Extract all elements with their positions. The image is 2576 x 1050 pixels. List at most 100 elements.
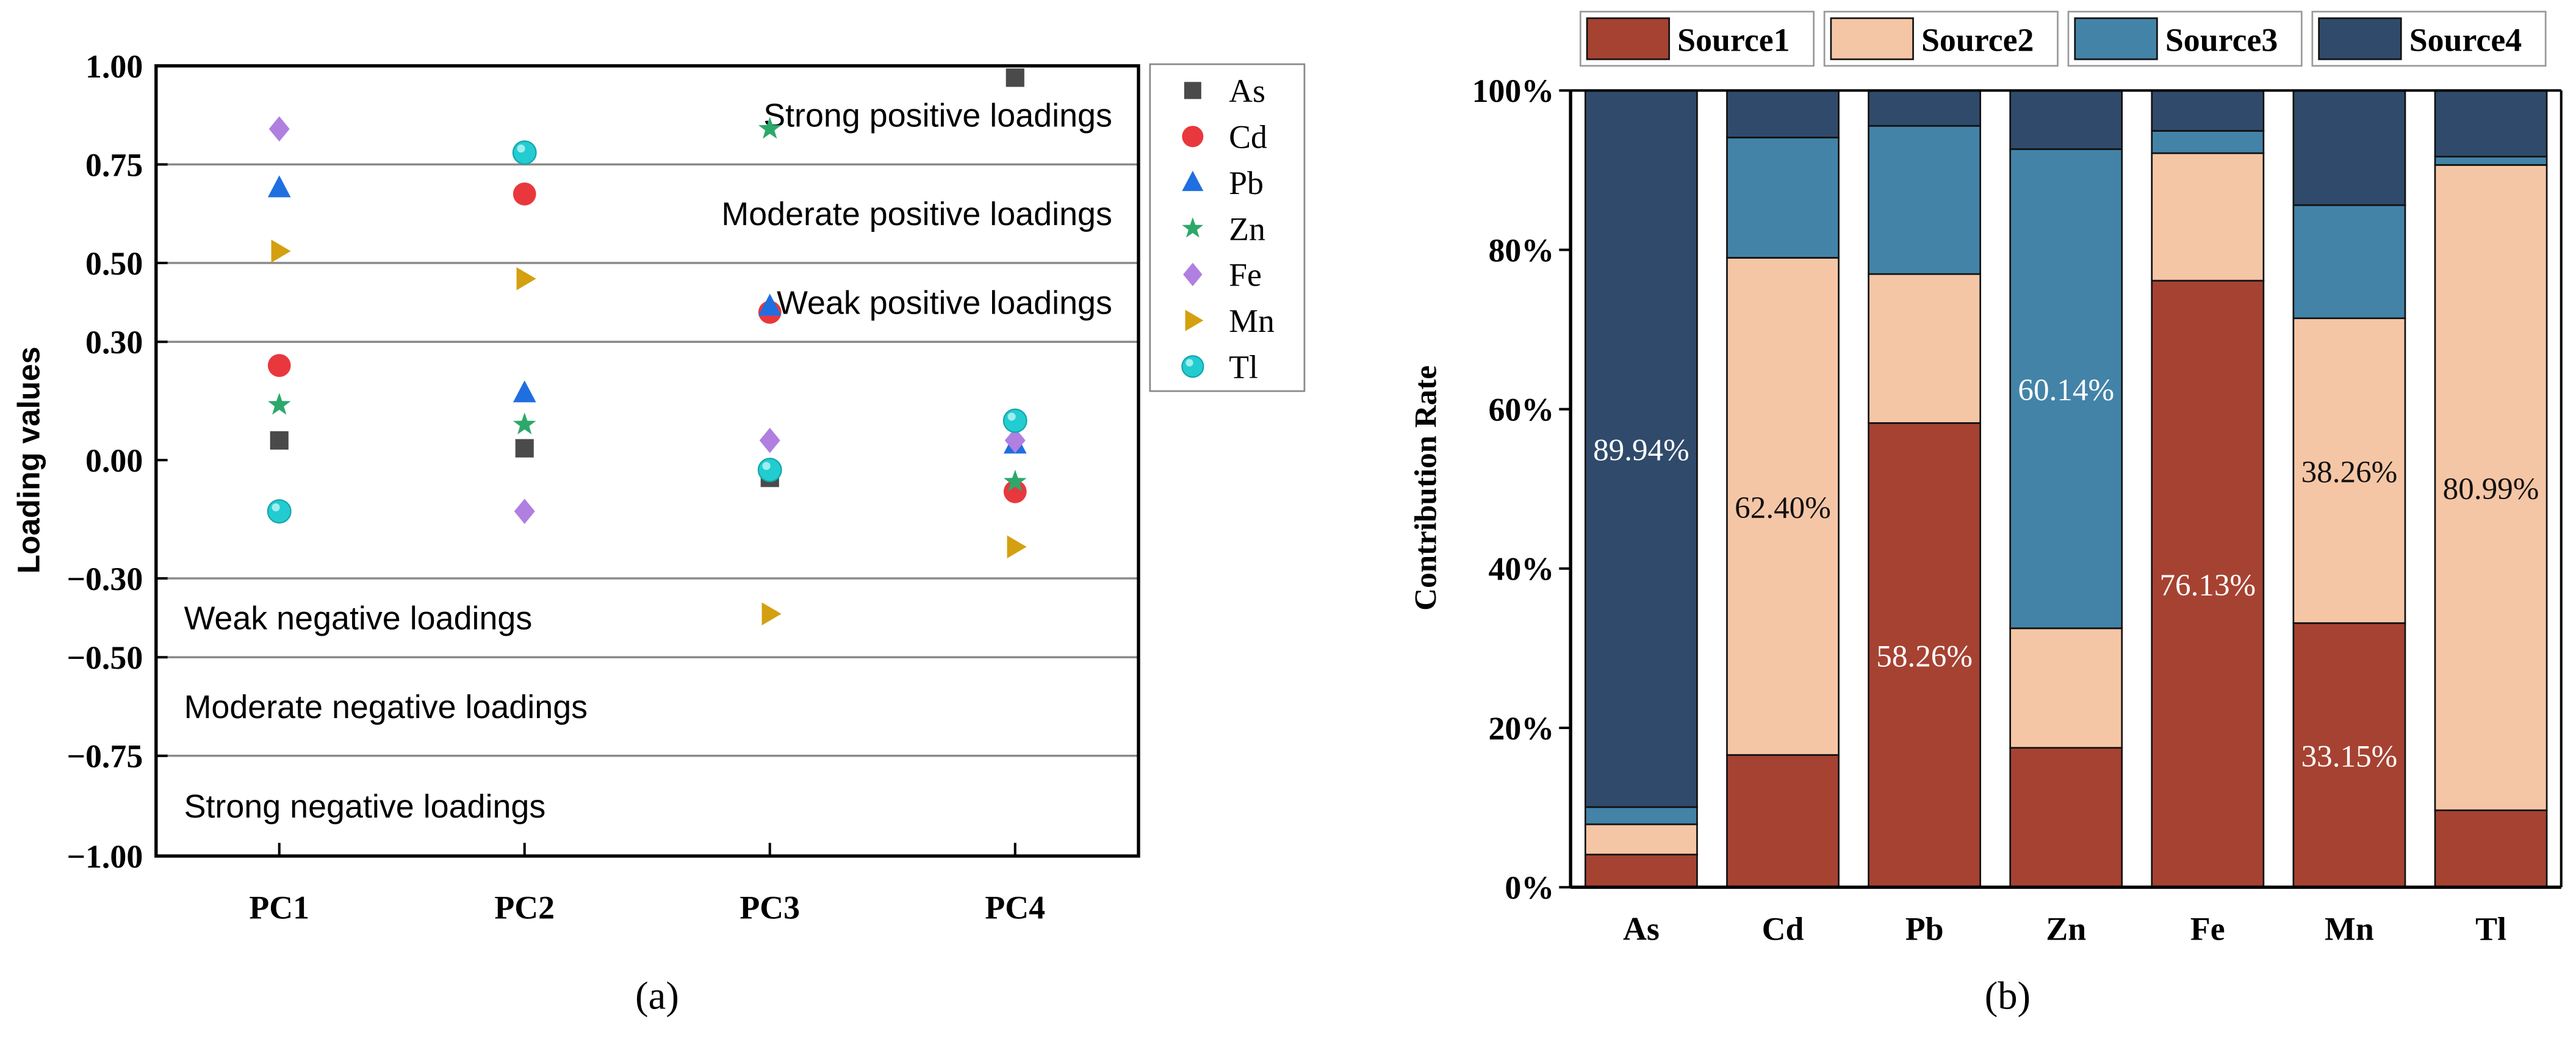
x-tick-label: Tl [2475, 910, 2506, 947]
x-tick-label: Zn [2046, 910, 2086, 947]
bar-segment-zn-source3 [2009, 148, 2123, 630]
legend-swatch-source1 [1586, 17, 1671, 60]
bar-segment-mn-source4 [2292, 89, 2406, 206]
bar-segment-zn-source2 [2009, 627, 2123, 749]
data-point-tl [267, 499, 292, 524]
panel-a-loadings-chart: Loading values (a) 1.00 0.75 0.50 0.30 0.00 −… [12, 48, 1306, 1018]
legend-marker-tl-highlight [1185, 359, 1193, 367]
data-label: 60.14% [2018, 373, 2114, 408]
data-point-fe [514, 498, 535, 524]
bar-segment-as-source1 [1585, 854, 1698, 888]
data-point-zn [1003, 469, 1027, 492]
legend-label: Cd [1229, 119, 1267, 156]
bar-segment-cd-source3 [1726, 137, 1840, 259]
data-point-pb [267, 175, 291, 198]
data-label: 76.13% [2159, 568, 2256, 603]
data-point-cd [267, 354, 291, 377]
y-tick-label: 0.75 [85, 146, 143, 183]
legend-label: As [1229, 73, 1265, 109]
x-tick-label: Mn [2325, 910, 2374, 947]
data-point-tl-highlight [517, 144, 525, 153]
y-tick-label: −0.30 [67, 561, 143, 597]
y-tick-label: 1.00 [85, 48, 143, 85]
bar-segment-pb-source4 [1868, 89, 1982, 127]
x-tick-label: As [1623, 910, 1660, 947]
bar-segment-fe-source3 [2151, 130, 2265, 154]
data-point-tl [757, 458, 782, 483]
y-tick-label: 0.30 [85, 324, 143, 361]
data-label: 89.94% [1593, 433, 1689, 467]
data-point-as [270, 431, 289, 450]
data-point-mn [761, 602, 782, 626]
legend-label: Source1 [1677, 22, 1790, 59]
band-label: Moderate positive loadings [721, 196, 1112, 232]
legend-marker-as [1184, 82, 1201, 99]
legend-label: Source2 [1921, 22, 2034, 59]
bar-segment-as-source2 [1585, 823, 1698, 856]
bar-segment-as-source4 [1585, 89, 1698, 808]
y-tick-label: 80% [1489, 232, 1555, 268]
data-point-zn [758, 117, 782, 139]
data-point-as [515, 439, 534, 458]
y-tick-label: 40% [1489, 551, 1555, 588]
y-tick-label: −0.50 [67, 639, 143, 676]
x-tick-label: PC4 [985, 889, 1045, 926]
band-label: Strong positive loadings [763, 98, 1112, 134]
data-point-as [1006, 68, 1024, 87]
data-point-cd [1003, 480, 1027, 503]
data-point-fe [268, 116, 290, 142]
panel-b-ylabel: Contribution Rate [1408, 365, 1443, 611]
panel-b-legend: Source1 Source2 Source3 Source4 [1579, 10, 2547, 67]
legend-label: Source4 [2409, 22, 2522, 59]
legend-label: Fe [1229, 257, 1262, 293]
data-point-pb [758, 293, 782, 316]
legend-swatch-source2 [1830, 17, 1914, 60]
legend-marker-mn [1185, 309, 1204, 331]
x-tick-label: PC3 [739, 889, 800, 926]
bar-segment-as-source3 [1585, 806, 1698, 825]
data-label: 38.26% [2301, 455, 2398, 489]
legend-label: Tl [1229, 349, 1258, 386]
bar-segment-mn-source3 [2292, 204, 2406, 320]
bar-segment-cd-source1 [1726, 754, 1840, 888]
x-tick-label: PC1 [249, 889, 309, 926]
legend-marker-cd [1182, 126, 1204, 148]
legend-box [1149, 63, 1306, 392]
data-point-mn [516, 267, 536, 290]
legend-label: Zn [1229, 210, 1265, 247]
legend-swatch-source3 [2074, 17, 2158, 60]
bar-segment-cd-source4 [1726, 89, 1840, 138]
panel-a-caption: (a) [635, 973, 679, 1018]
data-point-fe [1004, 428, 1026, 453]
plot-frame [154, 64, 1140, 858]
bar-segment-pb-source1 [1868, 422, 1982, 888]
legend-label: Pb [1229, 165, 1264, 201]
y-tick-label: 60% [1489, 392, 1555, 428]
data-point-mn [271, 239, 291, 263]
data-point-tl [512, 140, 537, 165]
panel-b-contribution-chart: Contribution Rate (b) As Cd Pb Zn Fe Mn Tl 89.9… [1408, 10, 2563, 1018]
data-label: 80.99% [2443, 472, 2539, 506]
band-label: Moderate negative loadings [184, 689, 588, 725]
x-tick-label: PC2 [494, 889, 555, 926]
data-point-tl [1002, 408, 1027, 433]
legend-swatch-source4 [2318, 17, 2402, 60]
data-point-pb [513, 380, 536, 403]
panel-a-legend: As Cd Pb Zn Fe Mn Tl [1149, 63, 1306, 392]
legend-marker-fe [1183, 262, 1203, 287]
legend-label: Mn [1229, 303, 1275, 339]
y-tick-label: 0.00 [85, 442, 143, 479]
bar-segment-mn-source2 [2292, 317, 2406, 624]
x-tick-label: Fe [2190, 910, 2225, 947]
bar-segment-pb-source2 [1868, 273, 1982, 424]
bar-segment-fe-source2 [2151, 152, 2265, 282]
bar-segment-tl-source1 [2434, 809, 2548, 888]
y-tick-label: 100% [1472, 73, 1555, 109]
band-label: Strong negative loadings [184, 788, 546, 825]
legend-marker-zn [1182, 217, 1204, 238]
data-label: 62.40% [1735, 491, 1831, 525]
y-tick-label: 0% [1505, 869, 1554, 906]
bar-segment-cd-source2 [1726, 257, 1840, 756]
y-tick-label: 20% [1489, 710, 1555, 747]
x-tick-label: Pb [1905, 910, 1944, 947]
